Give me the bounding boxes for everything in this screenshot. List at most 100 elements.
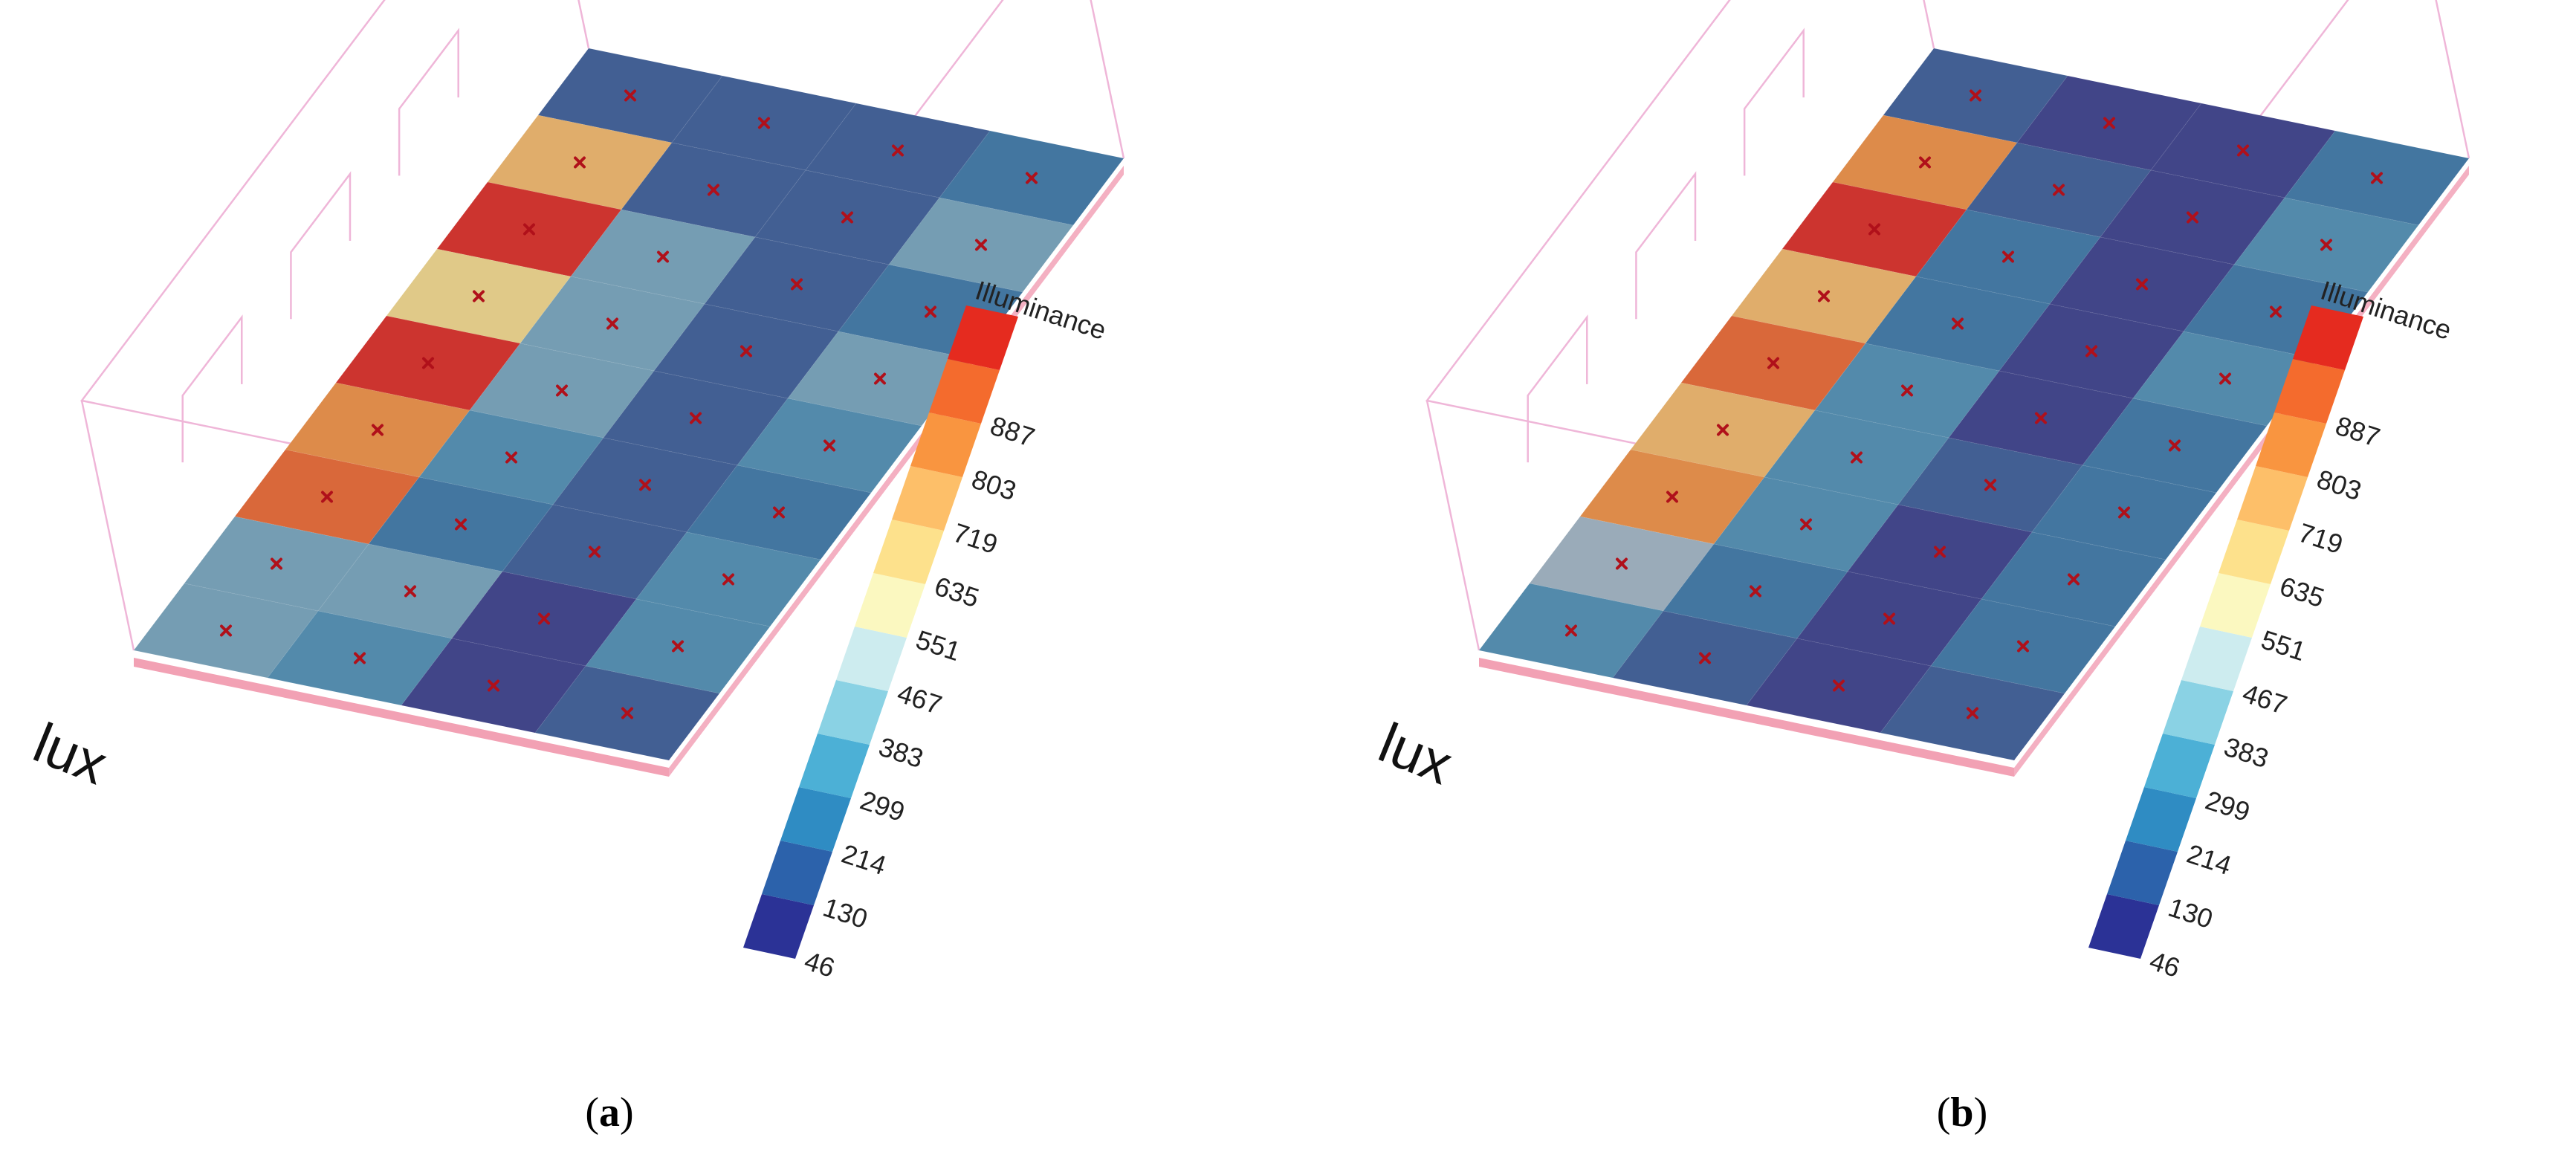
sensor-mark xyxy=(505,451,517,464)
sensor-mark xyxy=(1952,317,1964,330)
sensor-mark xyxy=(354,652,366,664)
legend-swatch xyxy=(2088,894,2159,959)
panel-label-b: b xyxy=(1950,1090,1973,1136)
legend-swatch xyxy=(762,841,832,905)
sensor-mark xyxy=(2103,117,2115,129)
sensor-mark xyxy=(1868,223,1880,236)
sensor-mark xyxy=(422,357,434,369)
legend-swatch xyxy=(948,305,1018,370)
floor-edge-front xyxy=(1479,658,2014,777)
sensor-mark xyxy=(1800,518,1812,531)
sensor-mark xyxy=(1616,557,1628,570)
sensor-mark xyxy=(1767,357,1779,369)
sensor-mark xyxy=(574,156,586,169)
sensor-mark xyxy=(2068,573,2080,586)
sensor-mark xyxy=(2187,211,2198,224)
sensor-mark xyxy=(220,624,232,637)
sensor-mark xyxy=(473,290,485,302)
sensor-mark xyxy=(2320,239,2332,251)
sensor-mark xyxy=(2118,506,2130,519)
sensor-mark xyxy=(639,479,651,491)
legend-swatch xyxy=(2274,359,2345,424)
sensor-mark xyxy=(690,412,702,424)
sensor-mark xyxy=(2169,439,2181,452)
sensor-mark xyxy=(841,211,853,224)
legend-swatch xyxy=(892,466,962,531)
sensor-mark xyxy=(2002,250,2014,263)
legend-swatch xyxy=(2144,734,2215,798)
sensor-mark xyxy=(523,223,535,236)
legend-swatch xyxy=(2237,466,2308,531)
sensor-marks-a xyxy=(220,89,1038,719)
panel-caption-a: (a) xyxy=(585,1090,633,1136)
sensor-mark xyxy=(773,506,785,519)
panel-label-a: a xyxy=(599,1090,620,1136)
sensor-mark xyxy=(892,144,904,157)
legend-swatch xyxy=(2256,412,2326,477)
sensor-mark xyxy=(624,89,636,102)
sensor-mark xyxy=(1851,451,1863,464)
legend-swatch xyxy=(2126,787,2196,852)
sensor-mark xyxy=(1984,479,1996,491)
sensor-mark xyxy=(2219,372,2231,385)
heatmap-cells-a xyxy=(133,48,1124,761)
sensor-mark xyxy=(1818,290,1830,302)
window-opening xyxy=(290,171,352,320)
legend-swatch xyxy=(910,412,981,477)
sensor-mark xyxy=(1565,624,1577,637)
sensor-mark xyxy=(874,372,886,385)
window-opening xyxy=(1635,171,1697,320)
sensor-mark xyxy=(606,317,618,330)
sensor-mark xyxy=(1883,612,1895,625)
sensor-mark xyxy=(372,424,384,436)
sensor-mark xyxy=(1026,172,1038,184)
legend-swatch xyxy=(2219,520,2289,584)
sensor-mark xyxy=(404,585,416,598)
sensor-mark xyxy=(1666,491,1678,503)
legend-swatch xyxy=(2293,305,2363,370)
sensor-mark xyxy=(1699,652,1711,664)
sensor-mark xyxy=(621,707,633,719)
sensor-marks-b xyxy=(1565,89,2383,719)
sensor-mark xyxy=(455,518,467,531)
legend-swatch xyxy=(855,573,925,638)
sensor-mark xyxy=(1717,424,1729,436)
sensor-mark xyxy=(2371,172,2383,184)
sensor-mark xyxy=(1934,546,1946,558)
window-opening xyxy=(398,27,459,176)
window-opening xyxy=(1743,27,1805,176)
legend-swatch xyxy=(929,359,1000,424)
sensor-mark xyxy=(2237,144,2249,157)
legend-swatch xyxy=(2181,627,2252,691)
sensor-mark xyxy=(1919,156,1931,169)
floor-edge-front xyxy=(134,658,669,777)
sensor-mark xyxy=(556,384,568,397)
legend-swatch xyxy=(836,627,907,691)
legend-swatch xyxy=(780,787,851,852)
sensor-mark xyxy=(791,278,803,291)
legend-swatch xyxy=(2200,573,2271,638)
window-opening xyxy=(181,314,243,463)
sensor-mark xyxy=(538,612,550,625)
sensor-mark xyxy=(2035,412,2047,424)
legend-swatch xyxy=(2107,841,2178,905)
sensor-mark xyxy=(657,250,669,263)
sensor-mark xyxy=(758,117,770,129)
sensor-mark xyxy=(672,640,684,653)
legend-swatch xyxy=(799,734,870,798)
sensor-mark xyxy=(271,557,282,570)
sensor-mark xyxy=(708,184,719,196)
sensor-mark xyxy=(2270,305,2282,318)
sensor-mark xyxy=(1967,707,1978,719)
sensor-mark xyxy=(488,679,499,692)
legend-swatch xyxy=(818,680,888,745)
sensor-mark xyxy=(2053,184,2065,196)
sensor-mark xyxy=(925,305,936,318)
window-opening xyxy=(1527,314,1588,463)
panel-caption-b: (b) xyxy=(1937,1090,1987,1136)
legend-swatch xyxy=(873,520,944,584)
legend-swatch xyxy=(2163,680,2233,745)
sensor-mark xyxy=(321,491,333,503)
sensor-mark xyxy=(975,239,987,251)
